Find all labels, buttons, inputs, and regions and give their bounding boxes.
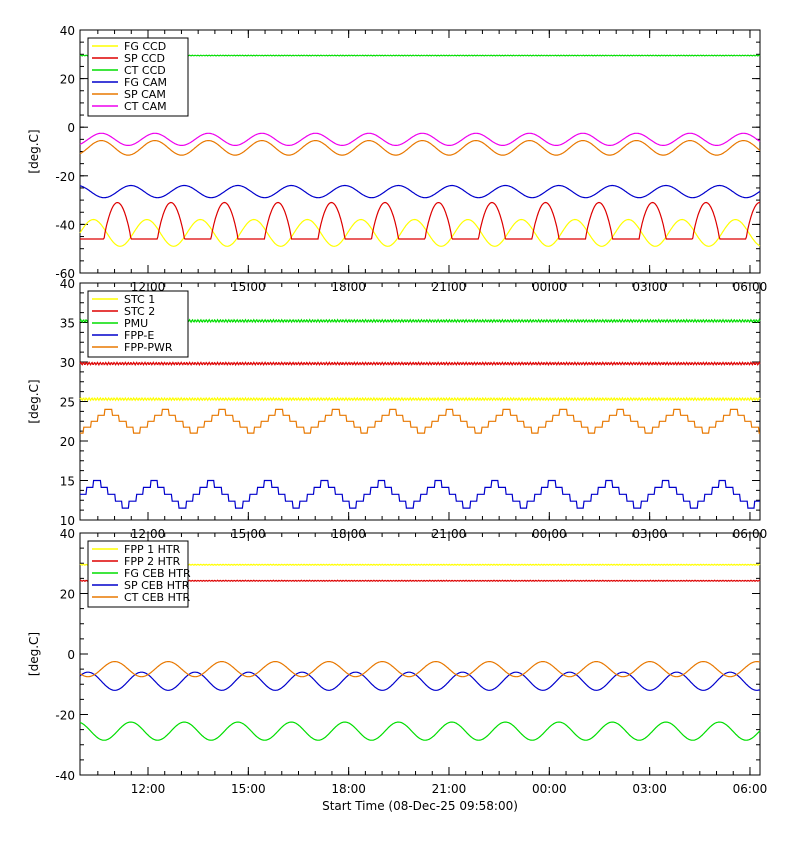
- y-tick-label: -40: [55, 218, 75, 232]
- legend-box: [87, 37, 189, 117]
- legend-label: SP CAM: [124, 88, 166, 101]
- series-line-fpp-pwr: [80, 408, 760, 434]
- legend-label: FPP-PWR: [124, 341, 173, 354]
- legend-label: CT CAM: [124, 100, 167, 113]
- series-line-fg-cam: [79, 184, 761, 199]
- y-tick-label: 30: [60, 356, 75, 370]
- x-tick-label: 15:00: [231, 782, 266, 796]
- legend-label: FPP 1 HTR: [124, 543, 181, 556]
- y-tick-label: 35: [60, 317, 75, 331]
- series-line-fg-ccd: [79, 218, 761, 247]
- y-tick-label: -60: [55, 267, 75, 281]
- legend-label: FPP-E: [124, 329, 154, 342]
- x-tick-label: 06:00: [733, 782, 768, 796]
- y-tick-label: 10: [60, 514, 75, 528]
- series-line-ct-ccd: [79, 54, 761, 57]
- y-tick-label: 0: [67, 121, 75, 135]
- series-line-stc-1: [79, 396, 761, 402]
- chart-panel-3: 40 20 0 -20 -40 12:00 15:00 18:00 21:00 00:00 03:0…: [27, 527, 767, 813]
- y-tick-label: 15: [60, 475, 75, 489]
- legend-label: CT CCD: [124, 64, 166, 77]
- x-tick-label: 03:00: [632, 782, 667, 796]
- legend-label: STC 1: [124, 293, 155, 306]
- series-line-stc-2: [79, 361, 761, 367]
- y-tick-label: -20: [55, 709, 75, 723]
- y-tick-label: 0: [67, 648, 75, 662]
- x-tick-label: 21:00: [432, 782, 467, 796]
- y-tick-label: 20: [60, 73, 75, 87]
- legend-label: SP CCD: [124, 52, 165, 65]
- legend-label: FG CCD: [124, 40, 166, 53]
- series-line-sp-ceb-htr: [79, 671, 761, 691]
- y-tick-label: -40: [55, 769, 75, 783]
- series-line-pmu: [79, 318, 761, 324]
- legend-label: FPP 2 HTR: [124, 555, 181, 568]
- y-tick-label: 40: [60, 277, 75, 291]
- y-tick-label: 20: [60, 435, 75, 449]
- legend-label: SP CEB HTR: [124, 579, 190, 592]
- x-axis-label: Start Time (08-Dec-25 09:58:00): [322, 799, 518, 813]
- y-tick-label: 20: [60, 588, 75, 602]
- legend-label: PMU: [124, 317, 148, 330]
- series-line-fg-ceb-htr: [79, 721, 761, 741]
- series-line-ct-ceb-htr: [79, 660, 761, 678]
- series-line-fpp-2-htr: [79, 579, 761, 582]
- series-line-fpp-1-htr: [79, 563, 761, 566]
- legend-box: [87, 290, 189, 358]
- legend-label: FG CEB HTR: [124, 567, 191, 580]
- y-tick-label: 25: [60, 396, 75, 410]
- y-tick-label: 40: [60, 24, 75, 38]
- y-axis-label: [deg.C]: [27, 379, 41, 423]
- y-tick-label: -20: [55, 170, 75, 184]
- x-tick-label: 18:00: [331, 782, 366, 796]
- x-tick-label: 00:00: [532, 782, 567, 796]
- y-tick-label: 40: [60, 527, 75, 541]
- series-line-ct-cam: [79, 132, 761, 146]
- series-line-fpp-e: [80, 479, 760, 509]
- series-line-sp-ccd: [80, 201, 761, 240]
- legend-label: FG CAM: [124, 76, 167, 89]
- legend-label: CT CEB HTR: [124, 591, 191, 604]
- x-tick-label: 12:00: [131, 782, 166, 796]
- legend-box: [87, 540, 189, 608]
- series-line-sp-cam: [79, 140, 761, 156]
- legend-label: STC 2: [124, 305, 155, 318]
- y-axis-label: [deg.C]: [27, 129, 41, 173]
- y-axis-label: [deg.C]: [27, 632, 41, 676]
